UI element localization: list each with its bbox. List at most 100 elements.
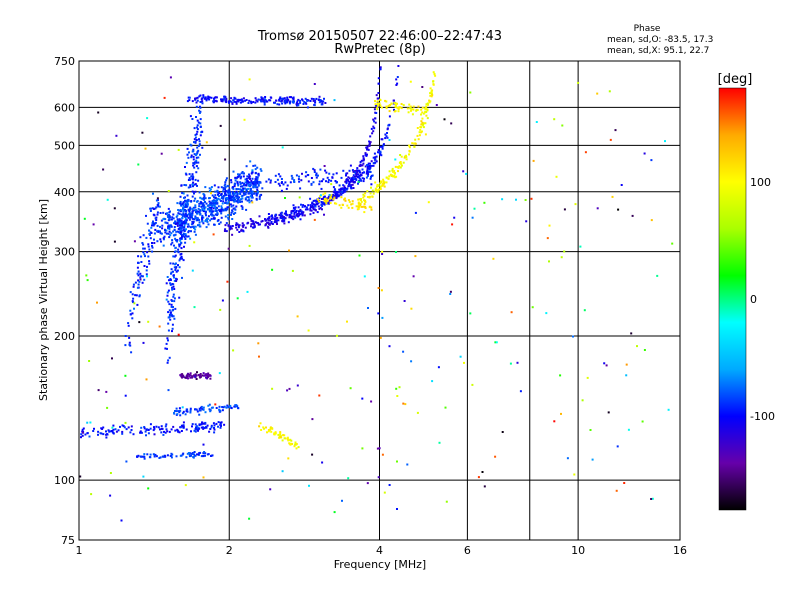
echo-point	[250, 192, 253, 194]
echo-point	[138, 295, 141, 298]
echo-point	[412, 108, 415, 111]
echo-point	[233, 200, 236, 203]
echo-point	[179, 200, 182, 203]
echo-point	[197, 149, 200, 152]
echo-point	[185, 161, 188, 164]
echo-point	[152, 208, 155, 210]
echo-point	[221, 299, 224, 302]
echo-point	[217, 193, 219, 196]
echo-point	[80, 433, 83, 436]
echo-point	[377, 149, 380, 151]
echo-point	[151, 250, 154, 253]
echo-point	[430, 90, 433, 93]
echo-point	[249, 181, 252, 184]
echo-point	[224, 202, 227, 204]
echo-point	[221, 98, 224, 101]
echo-point	[136, 303, 139, 306]
echo-point	[173, 226, 176, 228]
echo-point	[246, 199, 249, 202]
echo-point	[195, 425, 198, 428]
echo-point	[268, 219, 270, 222]
echo-point	[168, 356, 171, 359]
echo-point	[136, 455, 139, 458]
echo-point	[271, 216, 274, 219]
echo-point	[245, 191, 248, 194]
echo-point	[363, 158, 365, 161]
echo-point	[259, 99, 262, 102]
echo-point	[328, 194, 331, 196]
echo-point	[363, 275, 366, 278]
echo-point	[347, 179, 350, 182]
echo-point	[208, 200, 211, 203]
echo-point	[146, 265, 148, 268]
echo-point	[279, 175, 282, 178]
echo-point	[322, 197, 325, 200]
echo-point	[198, 424, 201, 427]
echo-point	[189, 226, 192, 229]
echo-point	[109, 472, 112, 474]
echo-point	[180, 184, 183, 187]
echo-point	[241, 171, 244, 173]
echo-point	[318, 200, 321, 203]
echo-point	[227, 247, 230, 250]
echo-point	[459, 355, 462, 358]
echo-point	[213, 203, 215, 206]
echo-point	[301, 213, 304, 216]
echo-point	[182, 228, 185, 231]
echo-point	[179, 195, 182, 198]
echo-point	[314, 101, 317, 104]
echo-point	[170, 218, 173, 221]
echo-point	[236, 193, 239, 196]
echo-point	[290, 216, 293, 219]
echo-point	[424, 133, 427, 136]
echo-point	[143, 426, 146, 428]
echo-point	[277, 219, 280, 222]
echo-point	[256, 100, 259, 103]
echo-point	[195, 428, 197, 431]
echo-point	[398, 165, 401, 168]
echo-point	[350, 179, 353, 182]
echo-point	[375, 188, 378, 191]
echo-point	[241, 206, 244, 209]
echo-point	[420, 113, 422, 116]
echo-point	[347, 206, 350, 209]
echo-point	[483, 485, 486, 488]
echo-point	[180, 430, 183, 432]
chart-subtitle: RwPretec (8p)	[334, 42, 425, 57]
echo-point	[179, 231, 182, 234]
echo-point	[246, 180, 249, 182]
echo-point	[210, 206, 213, 209]
echo-point	[160, 425, 163, 428]
echo-point	[359, 178, 362, 181]
echo-point	[165, 232, 168, 235]
echo-point	[338, 184, 341, 187]
echo-point	[199, 134, 202, 137]
echo-point	[214, 202, 217, 204]
echo-point	[382, 144, 385, 147]
echo-point	[280, 182, 283, 184]
echo-point	[276, 178, 279, 181]
echo-point	[185, 408, 188, 411]
echo-point	[532, 159, 535, 162]
echo-point	[394, 158, 397, 161]
echo-point	[195, 408, 198, 411]
echo-point	[167, 359, 170, 362]
echo-point	[254, 97, 257, 100]
echo-point	[288, 96, 291, 99]
echo-point	[191, 150, 194, 153]
echo-point	[218, 198, 221, 201]
echo-point	[198, 221, 201, 224]
echo-point	[182, 410, 185, 413]
echo-point	[199, 110, 202, 113]
echo-point	[473, 207, 476, 210]
echo-point	[306, 99, 309, 102]
x-axis-ticks: 1 2 4 6 10 16	[76, 544, 688, 557]
echo-point	[148, 229, 151, 232]
echo-point	[369, 135, 372, 138]
echo-point	[362, 162, 365, 165]
echo-point	[102, 433, 105, 436]
echo-point	[392, 175, 395, 178]
echo-point	[369, 166, 372, 169]
echo-point	[176, 214, 179, 217]
echo-point	[210, 192, 212, 195]
